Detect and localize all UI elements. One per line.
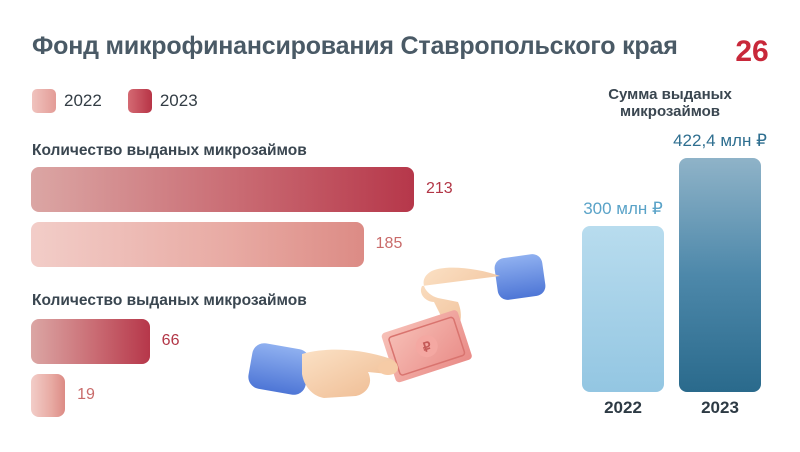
hbar-value-label: 185 (375, 234, 403, 252)
chart-2-title: Количество выданых микрозаймов (32, 292, 307, 309)
vbar-category-label: 2023 (701, 398, 739, 417)
page-title: Фонд микрофинансирования Ставропольского… (32, 32, 678, 60)
vbar-value-label: 422,4 млн ₽ (673, 131, 767, 150)
logo-text: 26 (735, 35, 768, 68)
hbar-2022-1 (31, 222, 364, 267)
vbar-category-label: 2022 (604, 398, 642, 417)
logo-26-icon: 26 (735, 35, 768, 68)
vbar-2022 (582, 225, 664, 392)
legend-swatch-2023 (127, 89, 152, 113)
hbar-value-label: 19 (77, 385, 95, 403)
vbar-value-label: 300 млн ₽ (583, 198, 663, 218)
legend-label-2022: 2022 (64, 91, 102, 110)
chart-1-title: Количество выданых микрозаймов (32, 142, 307, 159)
hbar-2023-1 (31, 167, 414, 212)
hbar-value-label: 213 (426, 179, 453, 197)
legend-item-2023: 2023 (127, 89, 198, 113)
hbar-2022-2 (31, 374, 66, 417)
hbar-value-label: 66 (161, 331, 180, 349)
vbar-2023 (679, 158, 761, 392)
hbar-2023-2 (31, 319, 150, 364)
hands-money-illustration: ₽ (248, 254, 546, 398)
legend-swatch-2022 (32, 89, 56, 113)
legend: 2022 2023 (32, 89, 224, 113)
legend-item-2022: 2022 (32, 89, 102, 113)
chart-3-title: Сумма выданых микрозаймов (608, 86, 732, 120)
legend-label-2023: 2023 (159, 91, 198, 110)
